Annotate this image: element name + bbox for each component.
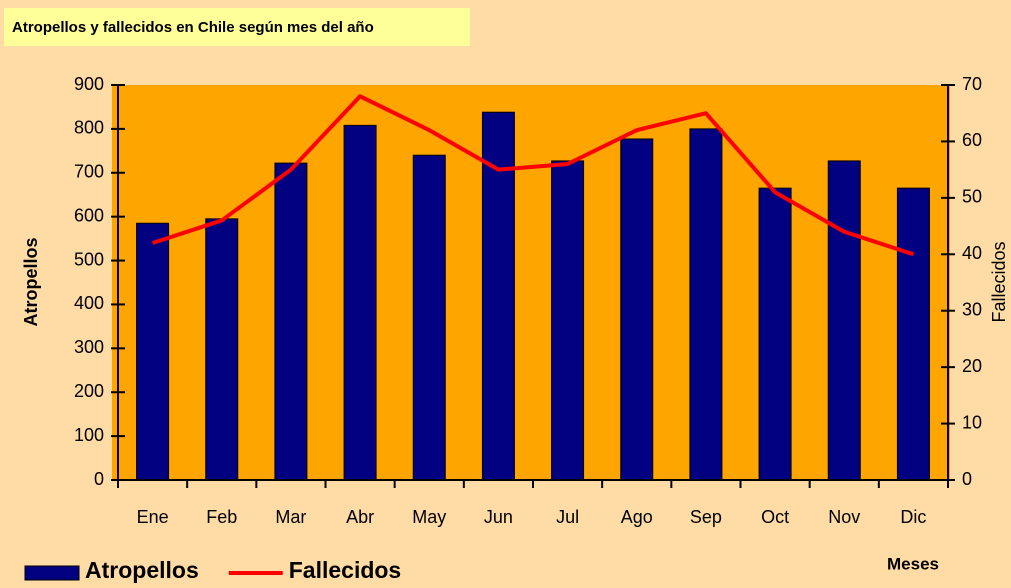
x-tick-label: Oct (761, 507, 789, 527)
x-tick-label: Jun (484, 507, 513, 527)
y2-tick-label: 50 (962, 187, 982, 207)
bar (620, 138, 654, 481)
y2-tick-label: 0 (962, 469, 972, 489)
bar (758, 187, 792, 481)
bar (551, 160, 585, 481)
x-axis-label: Meses (887, 554, 939, 573)
plot-area (112, 85, 950, 480)
y2-tick-label: 40 (962, 243, 982, 263)
y-tick-label: 900 (74, 74, 104, 94)
y-axis-label: Atropellos (21, 237, 41, 326)
bar (274, 162, 308, 481)
y-tick-label: 600 (74, 205, 104, 225)
y2-tick-label: 20 (962, 356, 982, 376)
bar (481, 111, 515, 481)
y-tick-label: 700 (74, 162, 104, 182)
y2-tick-label: 30 (962, 299, 982, 319)
y2-tick-label: 10 (962, 412, 982, 432)
x-tick-label: Mar (275, 507, 306, 527)
legend-label: Fallecidos (289, 557, 401, 583)
bar (343, 124, 377, 481)
y-tick-label: 400 (74, 293, 104, 313)
bar (827, 160, 861, 481)
x-tick-label: Jul (556, 507, 579, 527)
y2-tick-label: 70 (962, 74, 982, 94)
line (151, 94, 915, 257)
bar (412, 154, 446, 481)
y-tick-label: 200 (74, 381, 104, 401)
bar (896, 187, 930, 481)
y-tick-label: 0 (94, 469, 104, 489)
x-tick-label: Ago (621, 507, 653, 527)
y-tick-label: 100 (74, 425, 104, 445)
y-tick-label: 800 (74, 118, 104, 138)
x-tick-label: Abr (346, 507, 374, 527)
bar (205, 218, 239, 481)
legend-label: Atropellos (85, 557, 199, 583)
x-tick-label: Sep (690, 507, 722, 527)
x-tick-label: Ene (137, 507, 169, 527)
x-tick-label: Nov (828, 507, 860, 527)
y-tick-label: 500 (74, 249, 104, 269)
x-tick-label: Feb (206, 507, 237, 527)
y2-tick-label: 60 (962, 130, 982, 150)
bar (136, 222, 170, 481)
y-tick-label: 300 (74, 337, 104, 357)
x-tick-label: Dic (900, 507, 926, 527)
title-box (4, 8, 470, 46)
legend-swatch (24, 565, 80, 581)
bar (689, 128, 723, 481)
x-tick-label: May (412, 507, 446, 527)
chart-title: Atropellos y fallecidos en Chile según m… (12, 19, 374, 36)
y2-axis-label: Fallecidos (989, 241, 1009, 322)
